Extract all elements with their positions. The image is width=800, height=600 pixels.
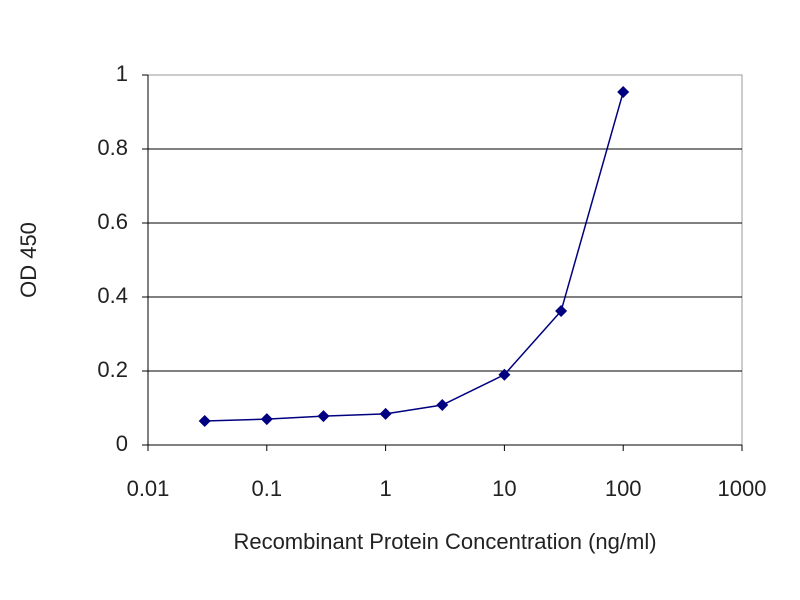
y-tick-label: 0.6	[97, 209, 128, 234]
data-point	[317, 410, 330, 423]
plot-area	[147, 74, 743, 446]
y-tick-label: 0.8	[97, 135, 128, 160]
x-tick-label: 1000	[718, 476, 767, 501]
data-point	[260, 413, 273, 426]
x-tick-label: 1	[379, 476, 391, 501]
data-point	[617, 86, 630, 99]
y-tick-label: 0	[116, 431, 128, 456]
x-tick-label: 100	[605, 476, 642, 501]
data-point	[436, 399, 449, 412]
data-point	[555, 305, 568, 318]
data-point	[498, 368, 511, 381]
y-tick-label: 0.4	[97, 283, 128, 308]
x-axis-title: Recombinant Protein Concentration (ng/ml…	[233, 529, 656, 554]
x-tick-label: 10	[492, 476, 516, 501]
y-tick-label: 1	[116, 61, 128, 86]
data-point	[198, 414, 211, 427]
y-axis-title: OD 450	[16, 222, 41, 298]
data-line	[204, 91, 624, 422]
x-tick-label: 0.1	[252, 476, 283, 501]
y-tick-label: 0.2	[97, 357, 128, 382]
data-point	[379, 407, 392, 420]
x-tick-label: 0.01	[127, 476, 170, 501]
